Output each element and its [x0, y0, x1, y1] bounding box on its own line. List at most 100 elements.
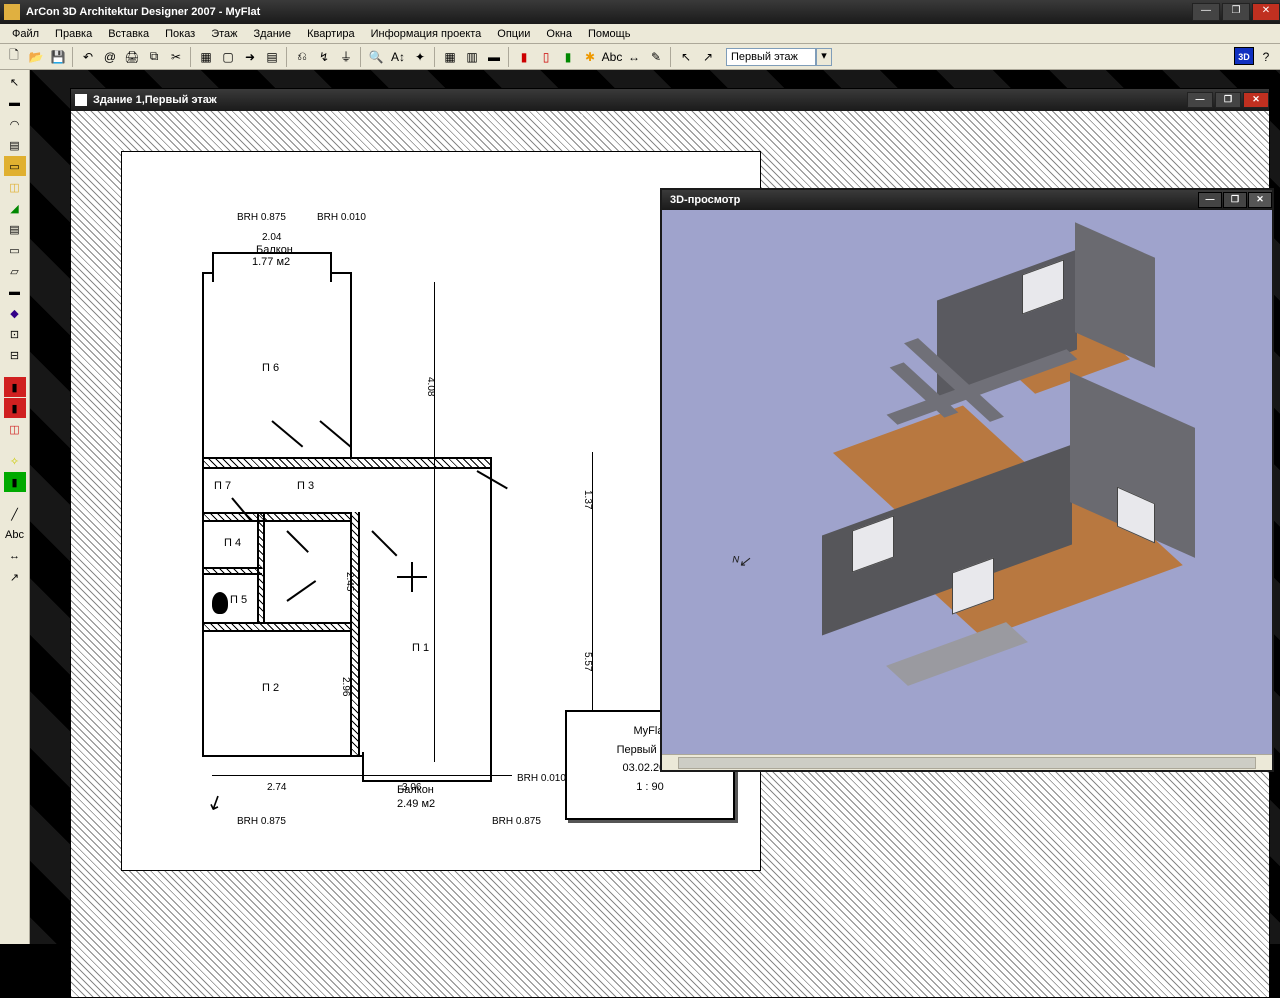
tool8-icon[interactable]: ✎ — [646, 47, 666, 67]
star-icon[interactable]: ✱ — [580, 47, 600, 67]
roof-icon[interactable]: ◢ — [4, 198, 26, 218]
open-icon[interactable]: 📂 — [26, 47, 46, 67]
preview-minimize-button[interactable]: — — [1198, 192, 1222, 208]
preview-3d-titlebar[interactable]: 3D-просмотр — ❐ ✕ — [662, 190, 1272, 210]
arrow2-icon[interactable]: ↗ — [698, 47, 718, 67]
compass-icon[interactable]: ✦ — [410, 47, 430, 67]
green-icon[interactable]: ▮ — [4, 472, 26, 492]
menu-floor[interactable]: Этаж — [203, 26, 245, 42]
column-icon[interactable]: ▬ — [4, 282, 26, 302]
dim2-icon[interactable]: ↔ — [4, 546, 26, 566]
layer-icon[interactable]: ▬ — [484, 47, 504, 67]
red2-icon[interactable]: ▮ — [4, 398, 26, 418]
line-icon[interactable]: ╱ — [4, 504, 26, 524]
doc-maximize-button[interactable]: ❐ — [1215, 92, 1241, 108]
brh-top-1: BRH 0.875 — [237, 212, 286, 223]
preview-maximize-button[interactable]: ❐ — [1223, 192, 1247, 208]
workspace: ↖ ▬ ◠ ▤ ▭ ◫ ◢ ▤ ▭ ▱ ▬ ◆ ⊡ ⊟ ▮ ▮ ◫ ✧ ▮ ╱ … — [0, 70, 1280, 944]
floor-dropdown-icon[interactable]: ▾ — [816, 48, 832, 66]
north-3d-icon: ᴺ↙ — [732, 553, 750, 570]
north-arrow-icon — [397, 562, 427, 592]
brh-bot-2: BRH 0.875 — [492, 816, 541, 827]
window-icon[interactable]: ▭ — [4, 156, 26, 176]
info-scale: 1 : 90 — [571, 778, 729, 797]
dim-w1: 2.74 — [267, 782, 286, 793]
red1-icon[interactable]: ▮ — [4, 377, 26, 397]
vertical-toolbar: ↖ ▬ ◠ ▤ ▭ ◫ ◢ ▤ ▭ ▱ ▬ ◆ ⊡ ⊟ ▮ ▮ ◫ ✧ ▮ ╱ … — [0, 70, 30, 944]
grid-icon[interactable]: ▦ — [440, 47, 460, 67]
tool5-icon[interactable]: ⎌ — [292, 47, 312, 67]
preview-scrollbar[interactable] — [662, 754, 1272, 770]
doc-close-button[interactable]: ✕ — [1243, 92, 1269, 108]
wall-icon[interactable]: ▬ — [4, 93, 26, 113]
sec-icon[interactable]: ◫ — [4, 419, 26, 439]
text-icon[interactable]: Abc — [602, 47, 622, 67]
tool1-icon[interactable]: ▦ — [196, 47, 216, 67]
menu-windows[interactable]: Окна — [538, 26, 580, 42]
print-icon[interactable]: 🖨 — [122, 47, 142, 67]
main-toolbar: 🗋 📂 💾 ↶ @ 🖨 ⧉ ✂ ▦ ▢ ➜ ▤ ⎌ ↯ ⏚ 🔍 A↕ ✦ ▦ ▥… — [0, 44, 1280, 70]
menu-edit[interactable]: Правка — [47, 26, 100, 42]
dim-left-h: 2.96 — [340, 677, 351, 696]
room-p3: П 3 — [297, 480, 314, 492]
floor-selector[interactable]: ▾ — [726, 48, 832, 66]
balcony-area-top: 1.77 м2 — [252, 256, 290, 268]
stairs-icon[interactable]: ▤ — [4, 219, 26, 239]
dim-top-w: 2.04 — [262, 232, 281, 243]
beam-icon[interactable]: ▱ — [4, 261, 26, 281]
3d-mode-button[interactable]: 3D — [1234, 47, 1254, 65]
preview-close-button[interactable]: ✕ — [1248, 192, 1272, 208]
fill1-icon[interactable]: ▮ — [514, 47, 534, 67]
balcony-label-top: Балкон — [256, 244, 293, 256]
vtool1-icon[interactable]: ⊡ — [4, 324, 26, 344]
menu-building[interactable]: Здание — [246, 26, 300, 42]
menu-options[interactable]: Опции — [489, 26, 538, 42]
grid2-icon[interactable]: ▥ — [462, 47, 482, 67]
help-icon[interactable]: ? — [1256, 47, 1276, 67]
preview-3d-viewport[interactable]: ᴺ↙ — [662, 210, 1272, 754]
abc-icon[interactable]: Abc — [4, 525, 26, 545]
arc-icon[interactable]: ◠ — [4, 114, 26, 134]
save-icon[interactable]: 💾 — [48, 47, 68, 67]
scrollbar-thumb[interactable] — [678, 757, 1256, 769]
undo-icon[interactable]: ↶ — [78, 47, 98, 67]
tool6-icon[interactable]: ↯ — [314, 47, 334, 67]
close-button[interactable]: ✕ — [1252, 3, 1280, 21]
doc-minimize-button[interactable]: — — [1187, 92, 1213, 108]
zoomfit-icon[interactable]: A↕ — [388, 47, 408, 67]
cut-icon[interactable]: ✂ — [166, 47, 186, 67]
mail-icon[interactable]: @ — [100, 47, 120, 67]
door-icon[interactable]: ◫ — [4, 177, 26, 197]
yellow-icon[interactable]: ✧ — [4, 451, 26, 471]
hatch-icon[interactable]: ▤ — [4, 135, 26, 155]
menu-help[interactable]: Помощь — [580, 26, 639, 42]
menu-view[interactable]: Показ — [157, 26, 203, 42]
tool4-icon[interactable]: ▤ — [262, 47, 282, 67]
fill2-icon[interactable]: ▯ — [536, 47, 556, 67]
dim-icon[interactable]: ↔ — [624, 47, 644, 67]
menu-file[interactable]: Файл — [4, 26, 47, 42]
new-icon[interactable]: 🗋 — [4, 47, 24, 67]
menu-insert[interactable]: Вставка — [100, 26, 157, 42]
slab-icon[interactable]: ▭ — [4, 240, 26, 260]
copy-icon[interactable]: ⧉ — [144, 47, 164, 67]
tool7-icon[interactable]: ⏚ — [336, 47, 356, 67]
app-icon — [4, 4, 20, 20]
menu-projectinfo[interactable]: Информация проекта — [363, 26, 490, 42]
select-icon[interactable]: ↖ — [4, 72, 26, 92]
arrow-icon[interactable]: ↖ — [676, 47, 696, 67]
room-p7: П 7 — [214, 480, 231, 492]
measure-icon[interactable]: ↗ — [4, 567, 26, 587]
minimize-button[interactable]: — — [1192, 3, 1220, 21]
maximize-button[interactable]: ❐ — [1222, 3, 1250, 21]
floor-input[interactable] — [726, 48, 816, 66]
tool2-icon[interactable]: ▢ — [218, 47, 238, 67]
menu-apartment[interactable]: Квартира — [299, 26, 363, 42]
zoom-icon[interactable]: 🔍 — [366, 47, 386, 67]
document-titlebar[interactable]: Здание 1,Первый этаж — ❐ ✕ — [71, 89, 1269, 111]
vtool2-icon[interactable]: ⊟ — [4, 345, 26, 365]
tool3-icon[interactable]: ➜ — [240, 47, 260, 67]
object-icon[interactable]: ◆ — [4, 303, 26, 323]
room-p5: П 5 — [230, 594, 247, 606]
fill3-icon[interactable]: ▮ — [558, 47, 578, 67]
